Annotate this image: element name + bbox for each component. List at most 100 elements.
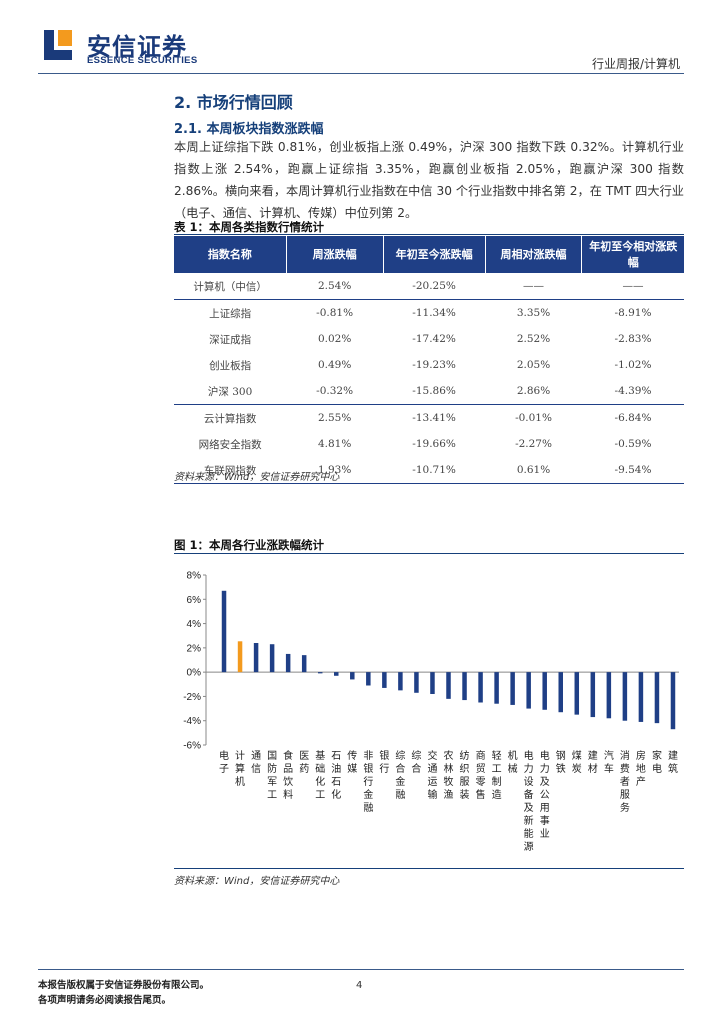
bar-13 — [430, 672, 435, 694]
table-cell: —— — [485, 272, 582, 300]
header-divider — [38, 73, 684, 74]
x-tick-label-char: 传 — [347, 750, 357, 762]
x-tick-label-char: 贸 — [476, 763, 486, 775]
section-subheading: 2.1. 本周板块指数涨跌幅 — [174, 122, 324, 137]
table-cell: -0.81% — [286, 299, 384, 326]
table-cell: 深证成指 — [209, 333, 252, 346]
table-header-cell: 年初至今涨跌幅 — [383, 236, 486, 273]
table-cell: 2.52% — [516, 333, 551, 345]
bar-21 — [558, 672, 563, 713]
x-tick-label-char: 产 — [636, 775, 646, 788]
table-cell: -15.86% — [412, 385, 456, 397]
y-tick-label: 8% — [187, 571, 202, 582]
table-cell: -8.91% — [581, 299, 684, 326]
table-cell: 网络安全指数 — [198, 438, 262, 451]
bar-15 — [462, 672, 467, 701]
bar-8 — [350, 672, 355, 680]
index-table: 指数名称 周涨跌幅 年初至今涨跌幅 周相对涨跌幅 年初至今相对涨跌幅 计算机（中… — [174, 236, 684, 484]
table-cell: 2.55% — [286, 404, 384, 431]
x-tick-label-char: 者 — [620, 776, 630, 788]
bar-23 — [590, 672, 596, 718]
x-tick-label-char: 服 — [460, 776, 470, 788]
x-tick-label-char: 轻 — [492, 749, 502, 762]
x-tick-label-char: 医 — [299, 750, 309, 762]
x-tick-label-char: 石 — [331, 751, 341, 762]
x-tick-label-char: 建 — [588, 749, 598, 762]
y-tick-label: 0% — [187, 668, 202, 679]
table-cell: 3.35% — [485, 299, 582, 326]
x-tick-label-char: 材 — [588, 762, 598, 775]
y-tick-label: -6% — [183, 741, 201, 752]
logo-subtext: ESSENCE SECURITIES — [87, 55, 198, 66]
bar-10 — [382, 672, 387, 688]
x-tick-label-char: 织 — [460, 763, 470, 775]
x-tick-label-char: 农 — [444, 749, 454, 762]
x-tick-label-char: 信 — [251, 763, 261, 775]
table-row: 云计算指数 2.55% -13.41% -0.01% -6.84% — [174, 404, 684, 431]
x-tick-label-char: 造 — [492, 788, 502, 801]
x-tick-label-char: 融 — [363, 802, 373, 814]
x-tick-label-char: 工 — [492, 764, 502, 775]
bar-22 — [574, 672, 580, 715]
x-tick-label-char: 础 — [315, 763, 325, 775]
x-tick-label-char: 化 — [331, 788, 341, 801]
x-tick-label-char: 源 — [524, 840, 534, 853]
x-tick-label-char: 机 — [235, 775, 245, 788]
table-cell: -0.01% — [485, 404, 582, 431]
bar-27 — [654, 672, 660, 724]
table-cell: -2.27% — [515, 438, 552, 450]
x-tick-label-char: 煤 — [572, 749, 582, 762]
figure-caption-rule — [174, 553, 684, 554]
bar-1 — [237, 641, 243, 673]
table-cell: 2.05% — [516, 359, 551, 371]
x-tick-label-char: 力 — [524, 762, 534, 775]
x-tick-label-char: 售 — [476, 788, 486, 801]
logo-text: 安信证券 — [87, 33, 187, 61]
bar-11 — [398, 672, 403, 691]
x-tick-label-char: 汽 — [604, 749, 614, 762]
table-cell: 云计算指数 — [174, 404, 287, 431]
x-tick-label-char: 炭 — [572, 763, 582, 775]
table-row: 上证综指 -0.81% -11.34% 3.35% -8.91% — [174, 299, 684, 326]
bar-28 — [670, 672, 676, 730]
x-tick-label-char: 机 — [508, 749, 518, 762]
x-tick-label-char: 综 — [395, 749, 405, 762]
x-tick-label-char: 军 — [267, 776, 277, 788]
x-tick-label-char: 子 — [219, 763, 229, 775]
table-caption: 表 1：本周各类指数行情统计 — [174, 220, 325, 234]
x-tick-label-char: 石 — [331, 777, 341, 788]
x-tick-label-char: 及 — [540, 776, 550, 788]
table-cell: -2.83% — [614, 333, 652, 345]
table-cell: 创业板指 — [209, 359, 252, 372]
table-cell: —— — [581, 272, 684, 300]
table-cell: -0.59% — [614, 438, 652, 450]
page-number: 4 — [356, 980, 363, 991]
x-tick-label-char: 料 — [283, 788, 293, 801]
table-cell: -11.34% — [383, 299, 486, 326]
table-cell: -0.32% — [316, 385, 354, 397]
x-tick-label-char: 媒 — [347, 763, 357, 775]
report-type: 行业周报/计算机 — [591, 57, 680, 71]
x-tick-label-char: 商 — [476, 749, 486, 762]
bar-18 — [510, 672, 515, 705]
table-cell: 0.61% — [485, 457, 582, 484]
x-tick-label-char: 牧 — [444, 775, 454, 788]
x-tick-label-char: 交 — [427, 749, 437, 762]
table-row: 创业板指 0.49% -19.23% 2.05% -1.02% — [174, 352, 684, 378]
x-tick-label-char: 建 — [668, 749, 678, 762]
bar-6 — [317, 672, 323, 674]
x-tick-label-char: 及 — [524, 802, 534, 814]
x-tick-label-char: 消 — [620, 749, 630, 762]
section-paragraph: 本周上证综指下跌 0.81%，创业板指上涨 0.49%，沪深 300 指数下跌 … — [174, 140, 684, 220]
x-tick-label-char: 备 — [524, 788, 534, 801]
x-tick-label-char: 业 — [540, 828, 550, 840]
x-tick-label-char: 事 — [540, 814, 550, 827]
bar-19 — [526, 672, 531, 709]
figure-caption: 图 1：本周各行业涨跌幅统计 — [174, 538, 325, 552]
x-tick-label-char: 家 — [652, 749, 662, 762]
table-cell: 计算机（中信） — [174, 272, 287, 300]
x-tick-label-char: 装 — [460, 788, 470, 801]
bar-9 — [366, 672, 371, 686]
footer-disclaimer: 各项声明请务必阅读报告尾页。 — [38, 995, 172, 1006]
y-tick-label: -4% — [183, 716, 201, 727]
